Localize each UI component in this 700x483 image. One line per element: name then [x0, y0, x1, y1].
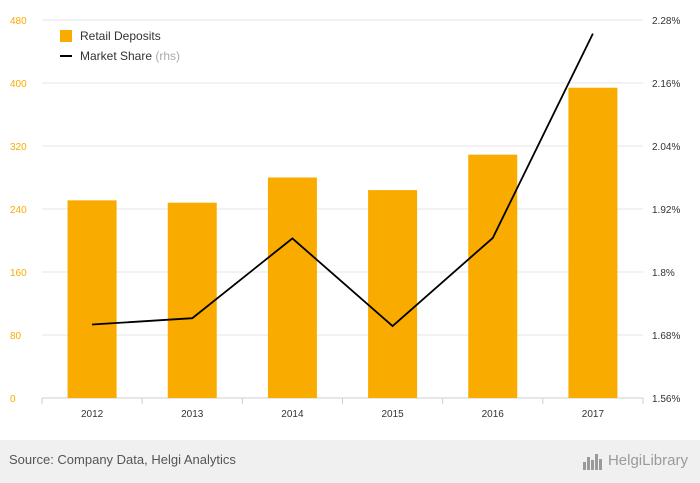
left-tick-label: 0: [10, 394, 16, 405]
brand-name: HelgiLibrary: [607, 451, 688, 469]
bar: [468, 154, 518, 398]
bar: [568, 87, 618, 398]
brand-logo: HelgiLibrary: [582, 449, 688, 471]
right-tick-label: 1.68%: [652, 331, 680, 342]
left-tick-label: 240: [10, 205, 27, 216]
x-tick-label: 2017: [582, 409, 605, 420]
source-note: Source: Company Data, Helgi Analytics: [9, 452, 236, 467]
left-tick-label: 400: [10, 79, 27, 90]
chart: 0 80 160 240 320 400 480 1.56% 1.68% 1.8% 1.92% 2.0…: [10, 16, 680, 420]
left-tick-label: 160: [10, 268, 27, 279]
x-tick-label: 2013: [181, 409, 204, 420]
right-tick-label: 1.92%: [652, 205, 680, 216]
right-tick-label: 2.28%: [652, 16, 680, 27]
legend-swatch-retail-deposits: [60, 30, 72, 42]
legend-label-market-share: Market Share (rhs): [80, 49, 180, 63]
x-tick-label: 2014: [281, 409, 304, 420]
right-tick-label: 2.04%: [652, 142, 680, 153]
footer: Source: Company Data, Helgi Analytics He…: [0, 440, 700, 483]
bar: [167, 202, 217, 398]
x-tick-label: 2016: [482, 409, 505, 420]
legend-rhs-suffix: (rhs): [155, 49, 180, 63]
bar: [267, 177, 317, 398]
left-tick-label: 320: [10, 142, 27, 153]
market-share-line: [92, 33, 594, 328]
x-tick-label: 2012: [81, 409, 104, 420]
right-tick-label: 2.16%: [652, 79, 680, 90]
helgi-logo-icon: [582, 454, 602, 470]
left-tick-label: 480: [10, 16, 27, 27]
bar: [368, 190, 418, 398]
left-tick-label: 80: [10, 331, 22, 342]
right-tick-label: 1.8%: [652, 268, 675, 279]
right-tick-label: 1.56%: [652, 394, 680, 405]
bar: [67, 200, 117, 398]
legend-label-retail-deposits: Retail Deposits: [80, 29, 161, 43]
x-tick-label: 2015: [381, 409, 404, 420]
